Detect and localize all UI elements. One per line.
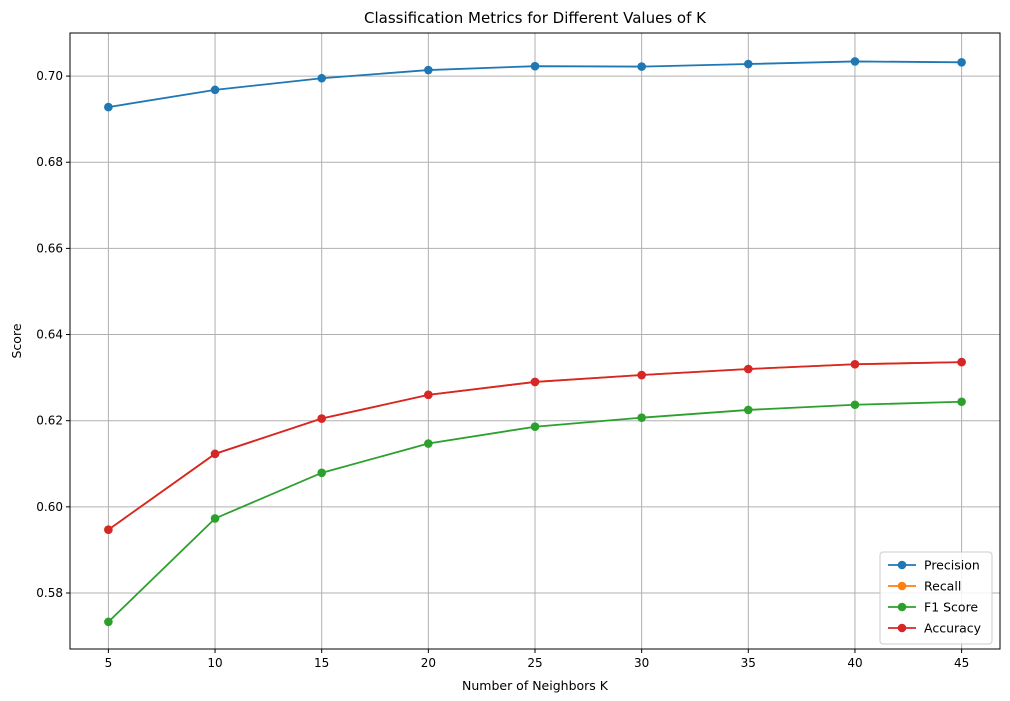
plot-series: [104, 57, 966, 627]
data-point-precision: [637, 62, 646, 71]
data-point-accuracy: [210, 449, 220, 459]
series-precision: [104, 57, 966, 112]
data-point-accuracy: [530, 377, 540, 387]
x-tick-label: 45: [954, 656, 969, 670]
legend: Precision Recall F1 Score Accuracy: [879, 551, 993, 645]
data-point-f1-score: [317, 468, 326, 478]
data-point-f1-score: [210, 514, 220, 523]
x-tick-label: 35: [741, 656, 756, 670]
data-point-accuracy: [850, 359, 860, 369]
legend-label: Accuracy: [924, 621, 982, 636]
x-tick-label: 10: [207, 656, 222, 670]
y-tick-label: 0.66: [36, 241, 63, 255]
series-accuracy: [104, 357, 966, 534]
data-point-accuracy: [744, 364, 753, 374]
data-point-f1-score: [424, 439, 433, 448]
y-tick-label: 0.64: [36, 328, 63, 342]
data-point-accuracy: [957, 357, 966, 367]
x-axis: 5 10 15 20 25 30 35 40 45: [105, 649, 969, 670]
data-point-f1-score: [850, 400, 860, 410]
x-tick-label: 25: [527, 656, 542, 670]
y-tick-label: 0.58: [36, 586, 63, 600]
legend-item-recall: Recall: [888, 579, 961, 594]
y-axis: 0.58 0.60 0.62 0.64 0.66 0.68 0.70: [36, 69, 70, 600]
legend-label: Recall: [924, 579, 961, 594]
y-tick-label: 0.68: [36, 155, 63, 169]
data-point-precision: [850, 57, 860, 66]
legend-item-f1-score: F1 Score: [888, 600, 978, 615]
data-point-precision: [317, 73, 326, 83]
data-point-f1-score: [104, 617, 113, 627]
y-tick-label: 0.70: [36, 69, 63, 83]
chart-title: Classification Metrics for Different Val…: [364, 9, 707, 27]
data-point-f1-score: [637, 413, 646, 422]
y-tick-label: 0.62: [36, 414, 63, 428]
data-point-precision: [530, 61, 540, 71]
x-tick-label: 15: [314, 656, 329, 670]
data-point-accuracy: [637, 370, 646, 380]
data-point-precision: [744, 59, 753, 69]
data-point-precision: [104, 102, 113, 112]
data-point-precision: [957, 57, 966, 67]
legend-item-precision: Precision: [888, 558, 980, 573]
legend-marker: [897, 602, 907, 612]
legend-item-accuracy: Accuracy: [888, 621, 982, 636]
legend-label: Precision: [924, 558, 980, 573]
grid: [70, 33, 1000, 649]
data-point-f1-score: [957, 397, 966, 407]
data-point-precision: [210, 85, 220, 95]
data-point-accuracy: [317, 414, 326, 423]
y-axis-label: Score: [9, 323, 24, 358]
data-point-precision: [424, 65, 433, 75]
legend-marker: [897, 581, 907, 591]
x-tick-label: 20: [421, 656, 436, 670]
data-point-accuracy: [104, 525, 113, 534]
legend-marker: [897, 623, 907, 633]
y-tick-label: 0.60: [36, 500, 63, 514]
legend-label: F1 Score: [924, 600, 978, 615]
data-point-accuracy: [424, 390, 433, 400]
x-tick-label: 5: [105, 656, 113, 670]
x-tick-label: 30: [634, 656, 649, 670]
legend-marker: [897, 560, 907, 570]
series-f1-score: [104, 397, 966, 627]
x-tick-label: 40: [847, 656, 862, 670]
data-point-f1-score: [744, 405, 753, 415]
legend-box: [879, 551, 993, 645]
data-point-f1-score: [530, 422, 540, 432]
x-axis-label: Number of Neighbors K: [462, 678, 609, 693]
